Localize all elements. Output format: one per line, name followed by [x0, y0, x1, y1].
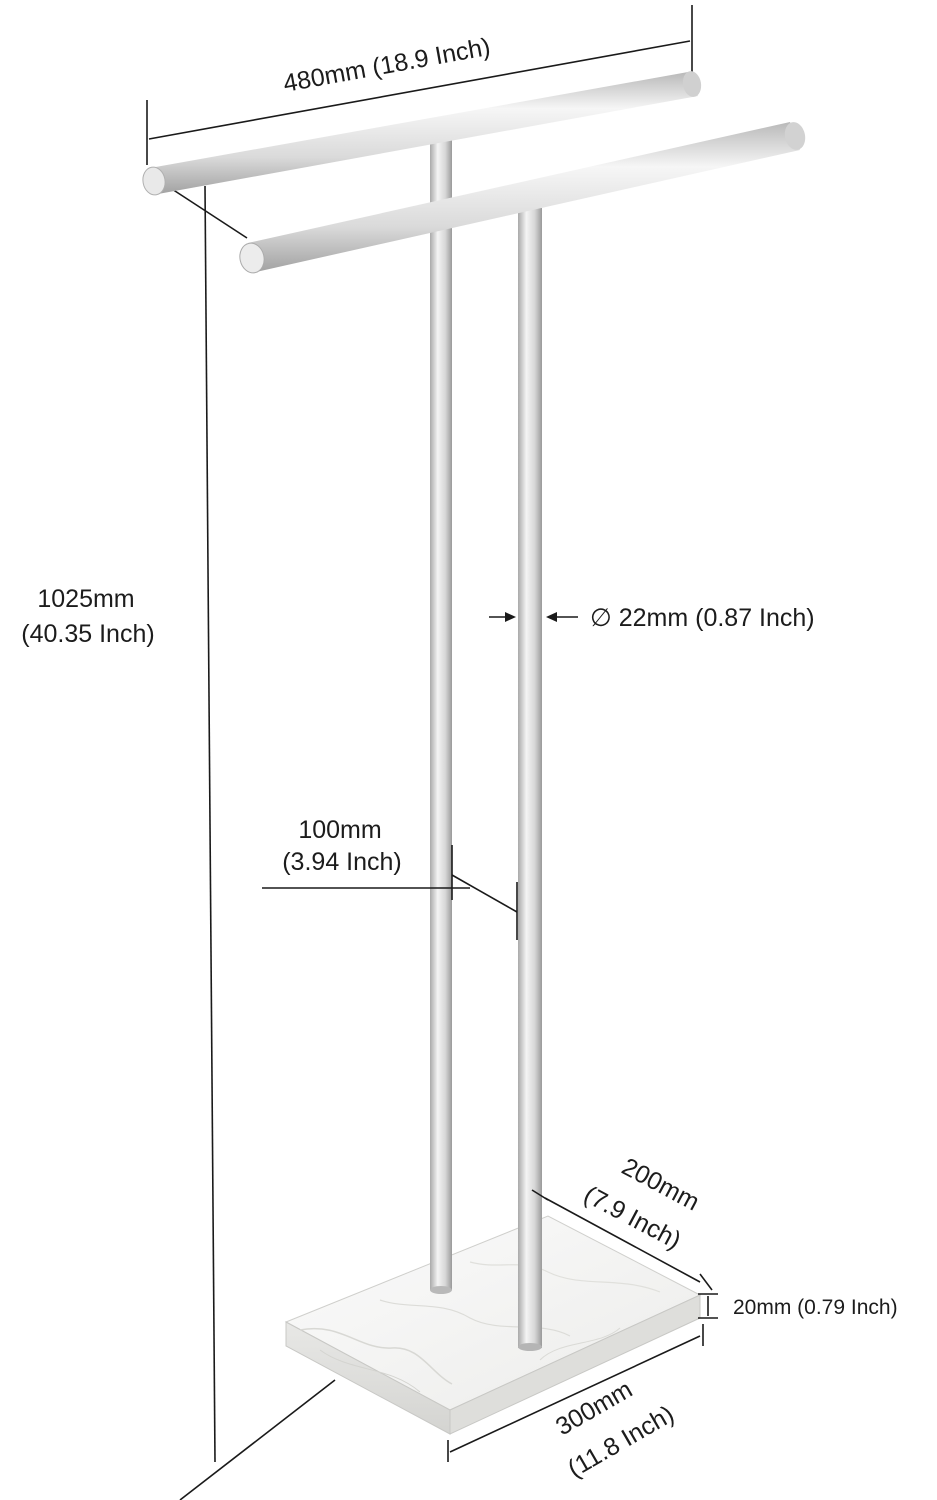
height-label-inch: (40.35 Inch) [21, 620, 154, 648]
spacing-dimension: 100mm (3.94 Inch) [262, 816, 518, 940]
height-dimension: 1025mm (40.35 Inch) [21, 175, 336, 1500]
tube-diameter-label: ∅ 22mm (0.87 Inch) [590, 604, 815, 632]
rear-towel-bar [142, 71, 702, 1294]
spacing-label-inch: (3.94 Inch) [282, 848, 402, 876]
base-thickness-label: 20mm (0.79 Inch) [733, 1296, 898, 1319]
height-label-mm: 1025mm [37, 585, 134, 613]
front-towel-bar [239, 122, 806, 1351]
width-label: 480mm (18.9 Inch) [281, 33, 492, 98]
base-thickness-dimension: 20mm (0.79 Inch) [698, 1293, 898, 1319]
spacing-label-mm: 100mm [298, 816, 381, 844]
tube-diameter-dimension: ∅ 22mm (0.87 Inch) [489, 604, 815, 632]
